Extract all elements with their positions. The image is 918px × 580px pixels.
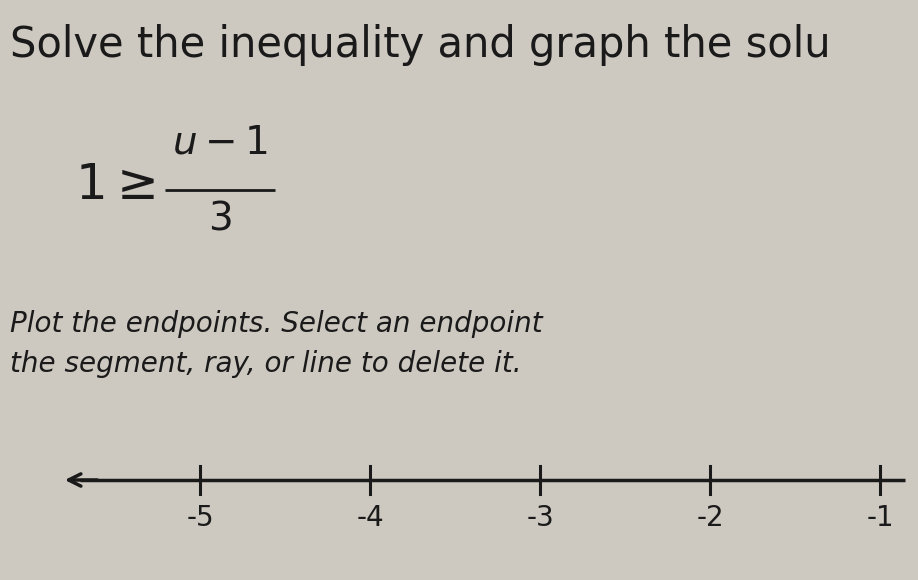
Text: -2: -2 — [696, 504, 723, 532]
Text: $3$: $3$ — [208, 200, 232, 238]
Text: -4: -4 — [356, 504, 384, 532]
Text: -3: -3 — [526, 504, 554, 532]
Text: Plot the endpoints. Select an endpoint: Plot the endpoints. Select an endpoint — [10, 310, 543, 338]
Text: -5: -5 — [186, 504, 214, 532]
Text: $u - 1$: $u - 1$ — [173, 124, 268, 162]
Text: the segment, ray, or line to delete it.: the segment, ray, or line to delete it. — [10, 350, 521, 378]
Text: Solve the inequality and graph the solu: Solve the inequality and graph the solu — [10, 24, 831, 66]
Text: -1: -1 — [867, 504, 894, 532]
Text: $1 \geq$: $1 \geq$ — [75, 161, 155, 209]
